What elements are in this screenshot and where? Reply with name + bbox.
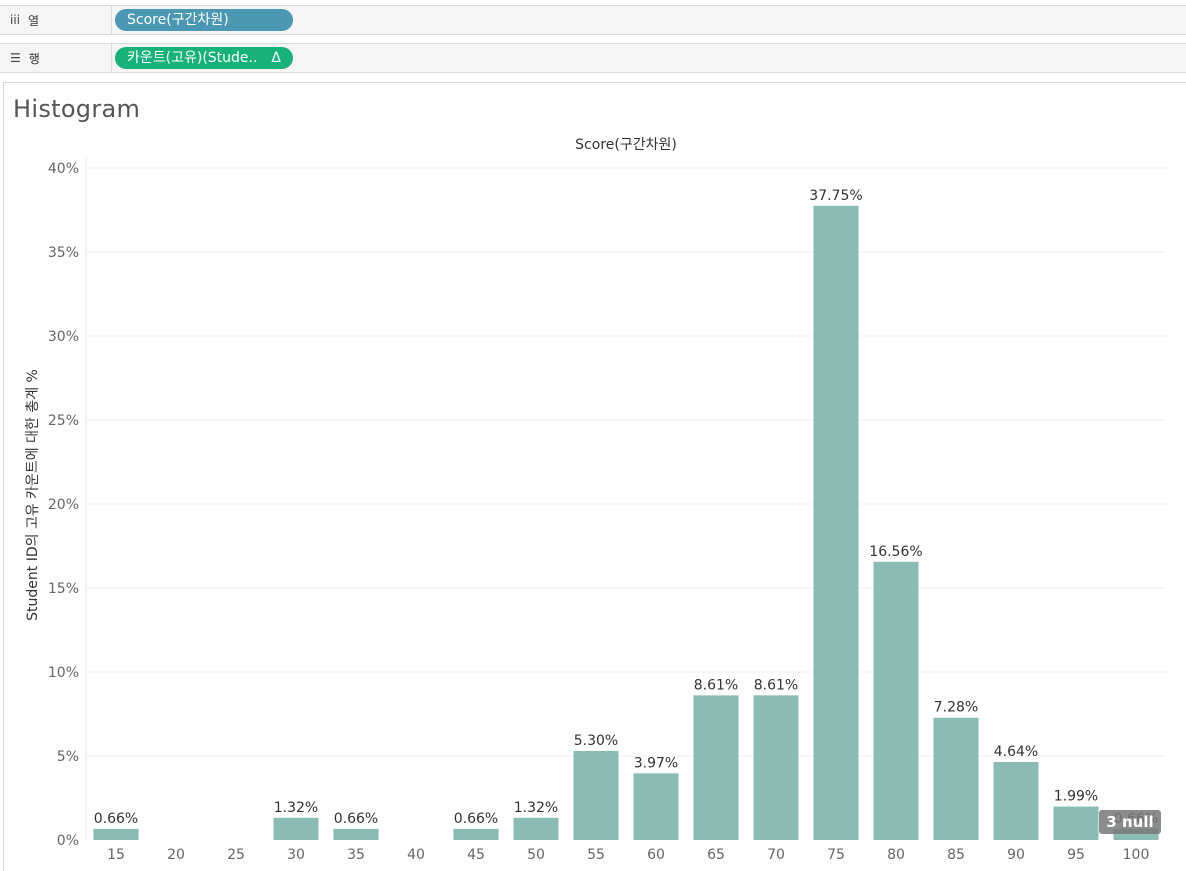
x-tick-label-25: 25 — [227, 847, 245, 863]
x-tick-label-45: 45 — [467, 847, 485, 863]
bar-45[interactable] — [453, 828, 499, 840]
bar-65[interactable] — [693, 695, 739, 840]
data-label-75: 37.75% — [809, 188, 862, 204]
rows-shelf: ☰ 행 카운트(고유)(Stude.. Δ — [0, 43, 1186, 73]
bar-90[interactable] — [993, 762, 1039, 840]
rows-label-text: 행 — [28, 51, 40, 66]
x-tick-label-85: 85 — [947, 847, 965, 863]
y-axis-title: Student ID의 고유 카운트에 대한 총계 % — [25, 369, 41, 621]
x-tick-label-35: 35 — [347, 847, 365, 863]
x-axis-title: Score(구간차원) — [575, 137, 677, 153]
data-label-85: 7.28% — [934, 700, 978, 716]
x-tick-label-100: 100 — [1123, 847, 1150, 863]
y-tick-label: 5% — [57, 749, 79, 765]
data-label-90: 4.64% — [994, 744, 1038, 760]
page-title: Histogram — [13, 95, 141, 123]
score-bin-pill-text: Score(구간차원) — [127, 12, 229, 28]
score-bin-pill[interactable]: Score(구간차원) — [115, 9, 293, 31]
bar-100[interactable] — [1113, 828, 1159, 840]
x-tick-label-55: 55 — [587, 847, 605, 863]
columns-shelf: iii 열 Score(구간차원) — [0, 5, 1186, 35]
data-label-55: 5.30% — [574, 733, 618, 749]
bar-50[interactable] — [513, 817, 559, 840]
bar-60[interactable] — [633, 773, 679, 840]
bar-55[interactable] — [573, 750, 619, 840]
x-tick-label-30: 30 — [287, 847, 305, 863]
data-label-65: 8.61% — [694, 677, 738, 693]
data-label-70: 8.61% — [754, 677, 798, 693]
x-tick-label-50: 50 — [527, 847, 545, 863]
x-tick-label-70: 70 — [767, 847, 785, 863]
data-label-30: 1.32% — [274, 800, 318, 816]
x-tick-label-20: 20 — [167, 847, 185, 863]
x-tick-label-95: 95 — [1067, 847, 1085, 863]
x-tick-label-40: 40 — [407, 847, 425, 863]
x-tick-label-60: 60 — [647, 847, 665, 863]
y-tick-label: 0% — [57, 833, 79, 849]
data-label-45: 0.66% — [454, 811, 498, 827]
x-tick-label-15: 15 — [107, 847, 125, 863]
data-label-15: 0.66% — [94, 811, 138, 827]
y-tick-label: 35% — [48, 245, 79, 261]
y-tick-label: 20% — [48, 497, 79, 513]
bar-35[interactable] — [333, 828, 379, 840]
bar-30[interactable] — [273, 817, 319, 840]
data-label-60: 3.97% — [634, 755, 678, 771]
bar-80[interactable] — [873, 561, 919, 840]
chart-view — [3, 82, 1186, 871]
x-tick-label-65: 65 — [707, 847, 725, 863]
rows-icon: ☰ — [10, 51, 21, 65]
delta-icon: Δ — [271, 50, 281, 66]
y-tick-label: 25% — [48, 413, 79, 429]
columns-icon: iii — [10, 13, 21, 27]
rows-shelf-label: ☰ 행 — [0, 44, 112, 72]
count-distinct-pill-text: 카운트(고유)(Stude.. — [127, 50, 258, 66]
bar-85[interactable] — [933, 717, 979, 840]
data-label-95: 1.99% — [1054, 789, 1098, 805]
bar-95[interactable] — [1053, 806, 1099, 840]
columns-shelf-label: iii 열 — [0, 6, 112, 34]
x-tick-label-75: 75 — [827, 847, 845, 863]
y-tick-label: 30% — [48, 329, 79, 345]
y-tick-label: 10% — [48, 665, 79, 681]
data-label-35: 0.66% — [334, 811, 378, 827]
x-tick-label-80: 80 — [887, 847, 905, 863]
columns-label-text: 열 — [28, 13, 40, 28]
x-tick-label-90: 90 — [1007, 847, 1025, 863]
y-tick-label: 15% — [48, 581, 79, 597]
bar-15[interactable] — [93, 828, 139, 840]
bar-75[interactable] — [813, 205, 859, 841]
data-label-80: 16.56% — [869, 544, 922, 560]
count-distinct-pill[interactable]: 카운트(고유)(Stude.. Δ — [115, 47, 293, 69]
bar-70[interactable] — [753, 695, 799, 840]
null-indicator[interactable]: 3 null — [1099, 810, 1161, 834]
data-label-50: 1.32% — [514, 800, 558, 816]
y-tick-label: 40% — [48, 161, 79, 177]
